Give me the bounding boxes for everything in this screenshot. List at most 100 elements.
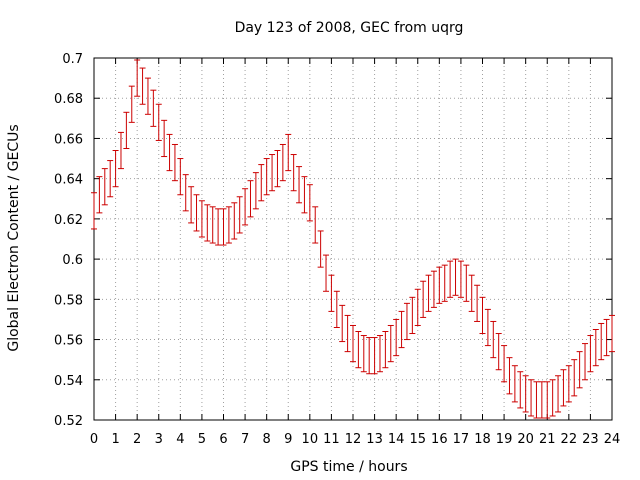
data-point — [166, 133, 173, 172]
data-point — [371, 337, 378, 375]
data-point — [366, 337, 373, 375]
data-point — [107, 160, 114, 198]
data-point — [182, 174, 189, 212]
data-point — [225, 206, 232, 244]
x-axis-label: GPS time / hours — [290, 459, 407, 475]
data-point — [188, 186, 195, 224]
data-point — [258, 164, 265, 202]
data-point — [317, 230, 324, 268]
data-point — [312, 206, 319, 244]
data-point — [171, 143, 178, 182]
data-point — [495, 333, 502, 371]
data-point — [242, 188, 249, 226]
data-point — [565, 365, 572, 403]
data-point — [436, 266, 443, 304]
x-tick-label: 20 — [517, 432, 534, 447]
x-tick-label: 23 — [582, 432, 599, 447]
data-point — [609, 314, 615, 353]
data-point — [344, 314, 351, 353]
data-point — [252, 172, 259, 210]
data-point — [452, 258, 459, 296]
y-tick-label: 0.56 — [54, 334, 83, 349]
data-point — [414, 288, 421, 326]
data-point — [279, 143, 286, 182]
data-point — [209, 206, 216, 244]
data-point — [376, 335, 383, 373]
data-point — [511, 365, 518, 403]
data-point — [533, 381, 540, 419]
data-point — [128, 85, 135, 123]
data-point — [247, 180, 254, 218]
y-tick-label: 0.54 — [54, 374, 83, 389]
data-point — [430, 270, 437, 308]
y-tick-label: 0.62 — [54, 213, 83, 228]
y-axis-label: Global Electron Content / GECUs — [6, 124, 22, 351]
x-tick-label: 14 — [388, 432, 405, 447]
x-tick-label: 7 — [241, 432, 249, 447]
data-point — [355, 331, 362, 369]
data-point — [506, 357, 513, 395]
x-tick-label: 9 — [284, 432, 292, 447]
data-point — [468, 274, 475, 312]
x-tick-labels: 0 1 2 3 4 5 6 7 8 9 10 11 12 13 14 15 16 17 18 19 20 21 22 23 24 — [90, 432, 620, 447]
data-point — [150, 89, 157, 127]
data-point — [360, 335, 367, 373]
data-point — [231, 202, 238, 240]
data-point — [144, 77, 151, 115]
x-tick-label: 3 — [155, 432, 163, 447]
y-tick-label: 0.7 — [62, 52, 83, 67]
data-point — [474, 284, 481, 322]
y-tick-label: 0.68 — [54, 92, 83, 107]
y-tick-labels: 0.52 0.54 0.56 0.58 0.6 0.62 0.64 0.66 0.68 0.7 — [54, 52, 83, 429]
data-point — [393, 318, 400, 357]
x-tick-label: 21 — [539, 432, 556, 447]
x-tick-label: 6 — [219, 432, 227, 447]
data-point — [290, 154, 297, 192]
x-tick-label: 1 — [111, 432, 119, 447]
x-tick-label: 5 — [198, 432, 206, 447]
data-point — [134, 59, 141, 97]
data-point — [123, 111, 130, 149]
chart-title: Day 123 of 2008, GEC from uqrg — [235, 20, 464, 36]
data-point — [587, 335, 594, 373]
data-point — [306, 184, 313, 222]
data-point — [592, 329, 599, 367]
data-point — [198, 200, 205, 238]
data-point — [101, 168, 108, 206]
x-tick-label: 2 — [133, 432, 141, 447]
y-tick-label: 0.64 — [54, 173, 83, 188]
data-point — [204, 204, 211, 242]
x-tick-label: 11 — [323, 432, 340, 447]
x-tick-label: 16 — [431, 432, 448, 447]
x-tick-label: 8 — [263, 432, 271, 447]
y-tick-label: 0.52 — [54, 414, 83, 429]
data-point — [484, 308, 491, 347]
x-tick-label: 17 — [453, 432, 470, 447]
data-point — [463, 264, 470, 302]
x-tick-label: 24 — [604, 432, 621, 447]
x-tick-label: 0 — [90, 432, 98, 447]
data-point — [576, 351, 583, 389]
data-point — [236, 196, 243, 234]
data-point — [301, 176, 308, 214]
data-point — [220, 208, 227, 246]
data-point — [350, 324, 356, 363]
data-point — [441, 264, 448, 302]
data-point — [538, 381, 545, 419]
x-tick-label: 10 — [302, 432, 319, 447]
data-point — [549, 379, 556, 417]
data-point — [387, 324, 394, 363]
data-point — [490, 320, 497, 359]
data-point — [479, 296, 486, 335]
data-point — [403, 302, 410, 341]
y-tick-label: 0.6 — [62, 253, 83, 268]
data-point — [161, 119, 168, 158]
data-point — [582, 343, 589, 381]
data-point — [522, 375, 529, 413]
data-point — [517, 371, 524, 409]
data-point — [193, 194, 200, 232]
data-point — [457, 260, 464, 298]
data-point — [447, 260, 454, 298]
data-point — [328, 274, 335, 312]
